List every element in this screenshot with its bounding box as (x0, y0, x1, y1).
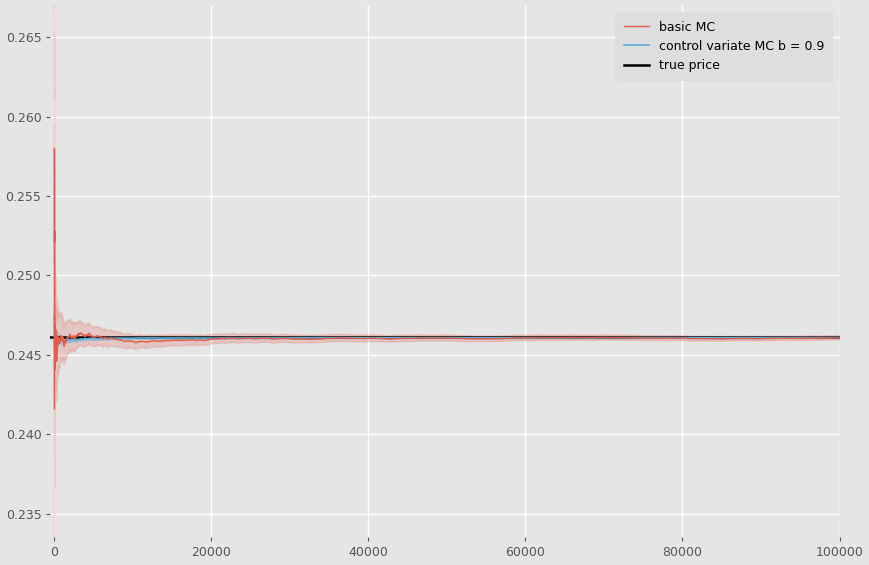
control variate MC b = 0.9 (366, 334, 376, 341)
true price (50, 334, 60, 341)
control variate MC b = 0.9 (834, 334, 845, 341)
basic MC (445, 334, 455, 341)
basic MC (493, 336, 503, 342)
control variate MC b = 0.9 (50, 336, 61, 342)
control variate MC b = 0.9 (445, 334, 455, 341)
Line: control variate MC b = 0.9: control variate MC b = 0.9 (55, 315, 839, 347)
control variate MC b = 0.9 (51, 334, 62, 341)
control variate MC b = 0.9 (50, 312, 60, 319)
Legend: basic MC, control variate MC b = 0.9, true price: basic MC, control variate MC b = 0.9, tr… (615, 12, 833, 81)
basic MC (50, 339, 61, 346)
Line: basic MC: basic MC (55, 148, 839, 409)
basic MC (707, 336, 718, 342)
control variate MC b = 0.9 (50, 344, 60, 351)
basic MC (834, 334, 845, 341)
control variate MC b = 0.9 (707, 334, 718, 341)
true price (50, 334, 60, 341)
basic MC (51, 347, 62, 354)
basic MC (50, 406, 60, 412)
basic MC (366, 335, 376, 342)
control variate MC b = 0.9 (493, 334, 503, 341)
basic MC (50, 145, 60, 151)
